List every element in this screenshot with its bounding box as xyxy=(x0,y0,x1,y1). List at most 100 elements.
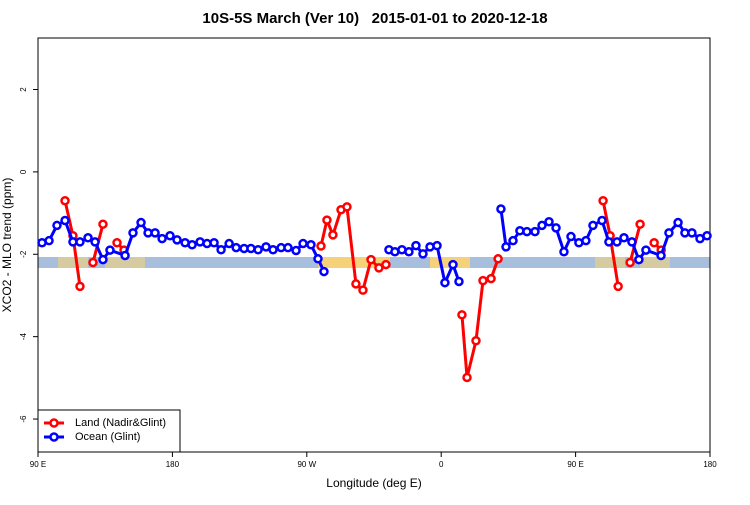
point xyxy=(471,336,481,346)
point xyxy=(537,220,547,231)
y-tick-label: 2 xyxy=(19,87,28,92)
x-tick-label: 180 xyxy=(166,460,180,469)
point xyxy=(656,250,666,261)
point xyxy=(625,257,635,268)
point xyxy=(90,237,100,247)
legend-label: Ocean (Glint) xyxy=(75,431,140,443)
x-tick-label: 90 E xyxy=(30,460,46,469)
point xyxy=(581,235,591,246)
chart-title: 10S-5S March (Ver 10) 2015-01-01 to 2020… xyxy=(202,10,547,27)
point xyxy=(454,276,464,287)
y-tick-label: -6 xyxy=(19,415,28,423)
y-tick-label: -2 xyxy=(19,250,28,258)
x-tick-label: 180 xyxy=(703,460,717,469)
point xyxy=(366,254,376,265)
x-tick-label: 90 E xyxy=(567,460,583,469)
point xyxy=(313,254,323,264)
point xyxy=(105,245,115,255)
point xyxy=(351,279,361,289)
point xyxy=(328,230,338,240)
point xyxy=(253,244,263,255)
point xyxy=(493,254,503,264)
point xyxy=(306,240,316,250)
point xyxy=(98,254,108,265)
land-patch xyxy=(58,257,88,268)
point xyxy=(112,237,122,248)
point xyxy=(486,273,496,284)
point xyxy=(88,257,98,268)
legend-label: Land (Nadir&Glint) xyxy=(75,417,166,429)
point xyxy=(298,238,308,249)
point xyxy=(283,242,293,253)
point xyxy=(322,215,332,225)
point xyxy=(508,235,518,246)
point xyxy=(448,259,458,270)
point xyxy=(634,254,644,265)
point xyxy=(432,240,442,251)
point xyxy=(597,215,607,226)
point xyxy=(627,237,637,247)
y-tick-label: -4 xyxy=(19,333,28,341)
point xyxy=(598,195,608,206)
point xyxy=(136,217,146,228)
point xyxy=(216,244,226,255)
point xyxy=(75,237,85,247)
point xyxy=(462,372,472,383)
x-tick-label: 90 W xyxy=(297,460,316,469)
point xyxy=(150,228,160,238)
point xyxy=(157,233,167,244)
point xyxy=(120,250,130,261)
point xyxy=(501,242,511,252)
point xyxy=(641,245,651,255)
point xyxy=(374,263,384,273)
point xyxy=(440,277,450,288)
y-tick-label: 0 xyxy=(19,169,28,174)
point xyxy=(187,240,197,250)
legend xyxy=(37,409,181,453)
point xyxy=(522,226,532,237)
land-patch xyxy=(640,257,670,268)
point xyxy=(291,245,301,256)
point xyxy=(496,204,506,214)
point xyxy=(702,230,712,241)
point xyxy=(128,228,138,238)
point xyxy=(635,219,645,229)
x-tick-label: 0 xyxy=(439,460,444,469)
point xyxy=(358,285,368,295)
point xyxy=(604,237,614,247)
point xyxy=(246,243,256,254)
point xyxy=(673,217,683,228)
point xyxy=(649,237,659,248)
land-patch xyxy=(105,257,145,268)
point xyxy=(544,216,554,227)
point xyxy=(612,237,622,247)
point xyxy=(411,240,421,251)
point xyxy=(60,195,70,206)
point xyxy=(98,219,108,229)
point xyxy=(619,233,629,243)
point xyxy=(566,231,576,242)
point xyxy=(316,241,326,251)
point xyxy=(172,235,182,245)
point xyxy=(404,247,414,257)
point xyxy=(478,275,488,286)
point xyxy=(588,220,598,231)
point xyxy=(559,247,569,257)
point xyxy=(268,244,278,255)
point xyxy=(60,215,70,226)
x-axis-label: Longitude (deg E) xyxy=(326,476,421,490)
point xyxy=(613,281,623,292)
point xyxy=(687,228,697,238)
point xyxy=(52,220,62,231)
legend-marker xyxy=(49,418,59,428)
point xyxy=(319,266,329,277)
point xyxy=(381,259,391,270)
point xyxy=(75,281,85,292)
point xyxy=(44,235,54,246)
point xyxy=(342,202,352,212)
point xyxy=(551,223,561,233)
point xyxy=(457,310,467,320)
point xyxy=(418,249,428,259)
land-patch xyxy=(595,257,625,268)
